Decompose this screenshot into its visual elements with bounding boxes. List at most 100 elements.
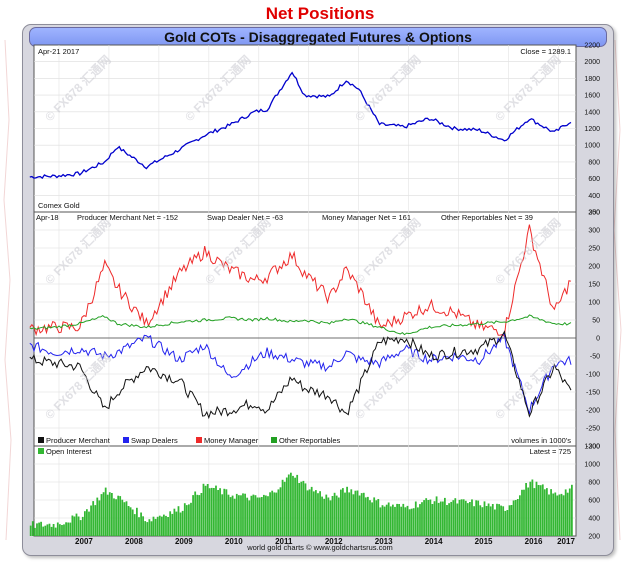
oi-bar (165, 515, 167, 536)
oi-bar (167, 517, 169, 536)
oi-bar (473, 506, 475, 536)
oi-bar (229, 497, 232, 536)
oi-bar (429, 499, 432, 536)
oi-bar (329, 500, 332, 536)
oi-bar (331, 496, 334, 536)
oi-bar (475, 500, 478, 536)
oi-bar (77, 516, 80, 536)
oi-bar (179, 512, 182, 536)
oi-bar (546, 488, 548, 536)
oi-bar (200, 493, 203, 536)
oi-bar (516, 499, 519, 536)
oi-bar (398, 504, 400, 536)
legend-swatch-other (271, 437, 277, 443)
oi-bar (414, 501, 417, 536)
oi-bar (150, 521, 153, 536)
oi-bar (310, 486, 313, 536)
oi-bar (423, 500, 425, 536)
oi-bar (254, 495, 257, 536)
oi-bar (308, 489, 311, 536)
oi-bar (250, 495, 253, 536)
y-tick-label: -100 (586, 372, 600, 379)
oi-bar (204, 485, 207, 536)
x-tick-label: 2014 (425, 537, 443, 546)
oi-bar (506, 510, 509, 536)
oi-bar (146, 522, 149, 536)
oi-bar (104, 487, 107, 536)
oi-bar (38, 522, 40, 536)
oi-bar (500, 505, 502, 536)
oi-bar (568, 488, 571, 536)
oi-bar (454, 498, 457, 536)
oi-bar (437, 502, 440, 536)
y-tick-label: -50 (590, 354, 600, 361)
oi-bar (117, 495, 120, 536)
oi-bars (29, 472, 573, 536)
oi-bar (471, 499, 473, 536)
oi-bar (208, 488, 211, 536)
y-tick-label: -150 (586, 390, 600, 397)
oi-bar (98, 500, 101, 536)
oi-bar (543, 489, 546, 536)
legend-label-producer: Producer Merchant (46, 436, 111, 445)
oi-bar (196, 494, 199, 536)
oi-bar (54, 527, 57, 536)
legend: Producer Merchant Swap Dealers Money Man… (38, 436, 341, 445)
oi-bar (290, 472, 292, 536)
oi-bar (431, 504, 434, 536)
oi-bar (408, 509, 411, 536)
oi-bar (360, 493, 363, 536)
x-tick-label: 2007 (75, 537, 93, 546)
oi-bar (508, 505, 511, 536)
series-line-other-reportables (29, 314, 572, 336)
cot-stat-other: Other Reportables Net = 39 (441, 213, 533, 222)
oi-bar (271, 490, 274, 536)
oi-bar (231, 495, 234, 536)
y-tick-label: 50 (592, 318, 600, 325)
cot-stat-swap: Swap Dealer Net = -63 (207, 213, 283, 222)
cot-date-label: Apr-18 (36, 213, 59, 222)
oi-bar (425, 498, 428, 536)
cot-stat-money: Money Manager Net = 161 (322, 213, 411, 222)
oi-bar (435, 496, 438, 536)
oi-bar (277, 489, 280, 536)
oi-bar (242, 493, 244, 536)
oi-bar (537, 485, 540, 536)
oi-bar (523, 489, 525, 536)
oi-bar (358, 495, 361, 536)
cot-panel (33, 211, 577, 447)
oi-bar (342, 488, 344, 536)
oi-bar (275, 492, 278, 536)
series-line-producer-merchant (29, 330, 572, 420)
oi-bar (369, 500, 371, 536)
oi-bar (533, 488, 536, 536)
oi-bar (185, 505, 188, 536)
oi-bar (296, 474, 299, 536)
oi-bar (487, 503, 490, 536)
y-tick-label: 1200 (584, 126, 600, 133)
y-tick-label: 250 (588, 246, 600, 253)
oi-bar (244, 493, 246, 536)
oi-bar (541, 484, 544, 536)
y-tick-label: 0 (596, 336, 600, 343)
oi-bar (442, 501, 444, 536)
oi-bar (140, 512, 142, 536)
oi-bar (427, 500, 430, 536)
oi-bar (302, 480, 305, 536)
oi-bar (354, 490, 357, 536)
oi-bar (86, 509, 88, 536)
oi-bar (350, 489, 353, 536)
x-tick-label: 2013 (375, 537, 393, 546)
oi-bar (519, 495, 521, 536)
oi-bar (235, 493, 238, 536)
oi-bar (223, 488, 226, 536)
oi-bar (136, 507, 138, 536)
oi-bar (377, 499, 380, 536)
oi-bar (337, 497, 340, 536)
oi-bar (404, 507, 407, 536)
oi-bar (127, 506, 130, 536)
oi-bar (71, 515, 74, 536)
oi-bar (335, 495, 338, 536)
oi-bar (246, 497, 249, 536)
